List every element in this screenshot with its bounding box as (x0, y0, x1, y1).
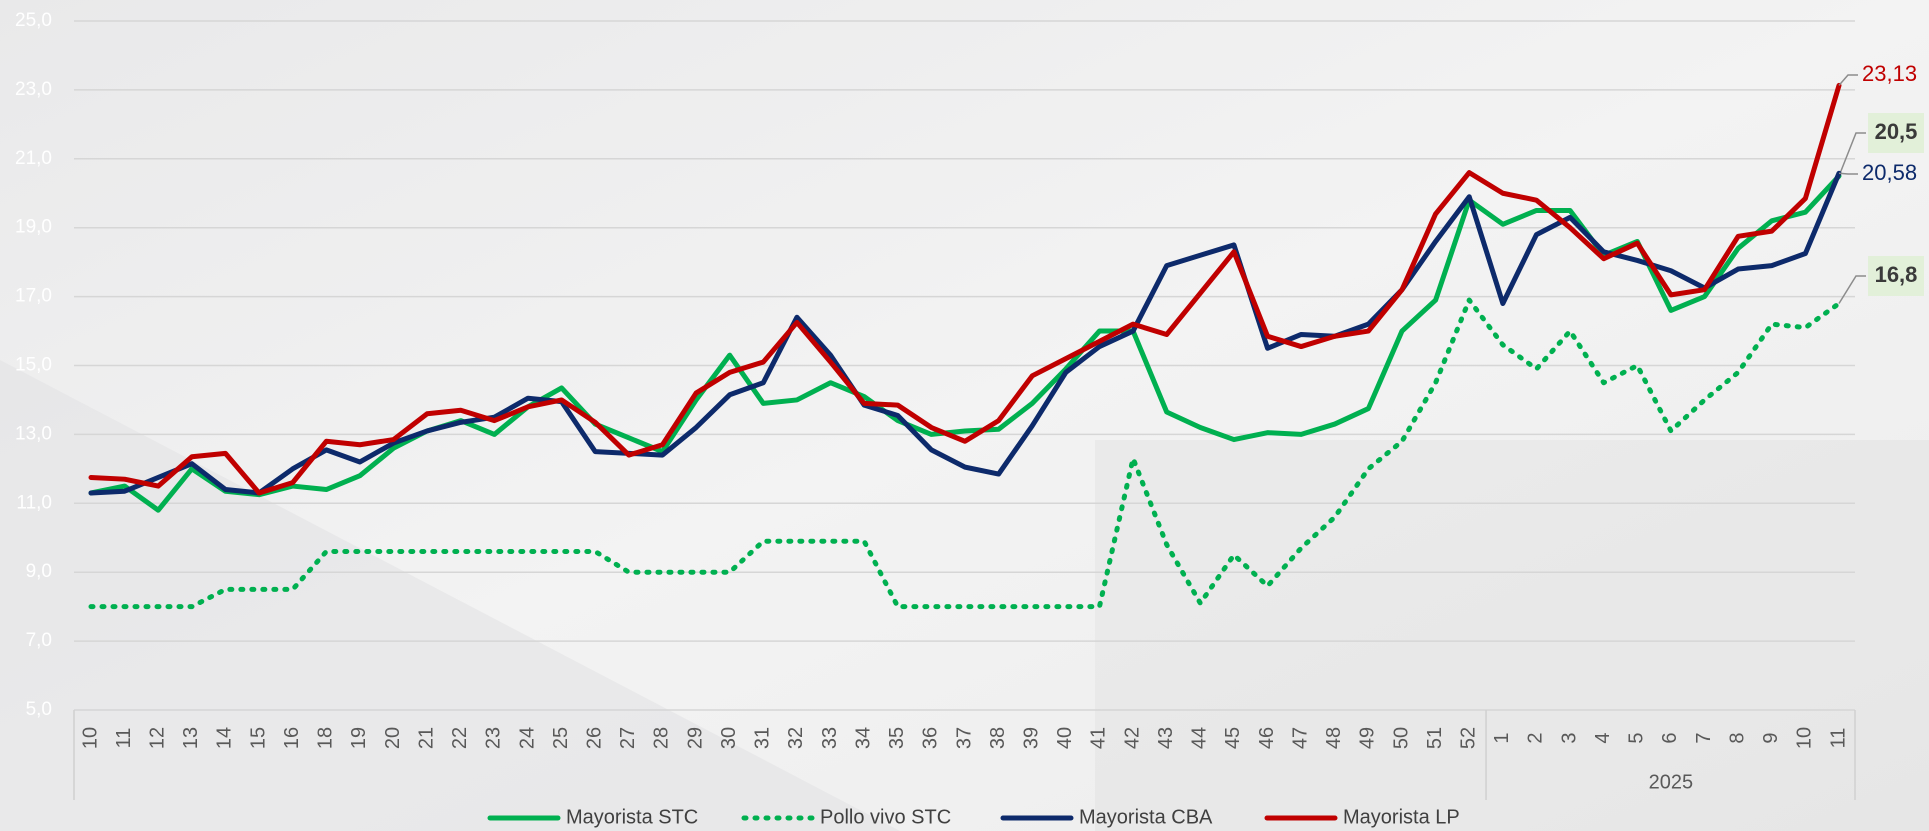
x-tick-label: 48 (1323, 727, 1345, 749)
x-tick-label: 8 (1726, 732, 1748, 743)
y-tick-label: 25,0 (15, 10, 52, 31)
x-tick-label: 24 (516, 727, 538, 749)
x-tick-label: 3 (1558, 732, 1580, 743)
x-tick-label: 6 (1659, 732, 1681, 743)
y-tick-label: 21,0 (15, 148, 52, 169)
x-tick-label: 38 (987, 727, 1009, 749)
x-tick-label: 23 (483, 727, 505, 749)
y-tick-label: 9,0 (26, 561, 52, 582)
x-tick-label: 44 (1189, 727, 1211, 749)
y-tick-label: 23,0 (15, 79, 52, 100)
x-tick-label: 47 (1289, 727, 1311, 749)
x-tick-label: 10 (79, 727, 101, 749)
x-tick-label: 28 (651, 727, 673, 749)
x-tick-label: 43 (1155, 727, 1177, 749)
x-tick-label: 52 (1458, 727, 1480, 749)
x-tick-label: 34 (852, 727, 874, 749)
legend-label: Mayorista CBA (1079, 806, 1213, 828)
x-tick-label: 14 (214, 727, 236, 749)
y-tick-label: 15,0 (15, 355, 52, 376)
label-leader (1839, 173, 1858, 174)
chart: 5,0 7,0 9,0 11,0 13,0 15,0 17,0 19,0 21,0 23,0 25,… (0, 0, 1929, 831)
x-tick-label: 33 (819, 727, 841, 749)
data-label: 20,58 (1862, 160, 1917, 185)
group-label: 2025 (1649, 771, 1694, 793)
x-tick-label: 39 (1021, 727, 1043, 749)
x-tick-label: 29 (684, 727, 706, 749)
x-tick-label: 36 (920, 727, 942, 749)
x-tick-label: 51 (1424, 727, 1446, 749)
x-tick-label: 37 (953, 727, 975, 749)
data-label: 20,5 (1875, 119, 1918, 144)
x-tick-label: 21 (415, 727, 437, 749)
x-tick-label: 16 (281, 727, 303, 749)
x-tick-label: 32 (785, 727, 807, 749)
x-tick-label: 11 (113, 728, 135, 749)
x-tick-label: 12 (147, 727, 169, 749)
y-tick-label: 5,0 (26, 699, 52, 720)
x-tick-label: 7 (1693, 732, 1715, 743)
x-tick-label: 26 (584, 727, 606, 749)
x-tick-label: 11 (1827, 728, 1849, 749)
legend-label: Mayorista LP (1343, 806, 1460, 828)
x-tick-label: 19 (348, 727, 370, 749)
x-tick-label: 35 (886, 727, 908, 749)
y-tick-label: 17,0 (15, 286, 52, 307)
x-tick-label: 4 (1592, 732, 1614, 743)
y-tick-label: 7,0 (26, 630, 52, 651)
x-tick-label: 2 (1525, 732, 1547, 743)
legend-label: Pollo vivo STC (820, 806, 951, 828)
x-tick-label: 49 (1357, 727, 1379, 749)
x-tick-label: 5 (1626, 732, 1648, 743)
y-tick-label: 19,0 (15, 217, 52, 238)
x-tick-label: 9 (1760, 732, 1782, 743)
x-tick-label: 45 (1222, 727, 1244, 749)
x-tick-label: 50 (1390, 727, 1412, 749)
x-tick-label: 41 (1088, 727, 1110, 749)
y-tick-label: 11,0 (16, 492, 52, 513)
x-tick-label: 13 (180, 727, 202, 749)
x-tick-label: 27 (617, 727, 639, 749)
x-tick-label: 40 (1054, 727, 1076, 749)
x-tick-label: 20 (382, 727, 404, 749)
background-pattern (1095, 440, 1929, 831)
legend-label: Mayorista STC (566, 806, 698, 828)
data-label: 16,8 (1875, 262, 1918, 287)
x-tick-label: 42 (1121, 727, 1143, 749)
x-tick-label: 31 (752, 727, 774, 749)
data-label: 23,13 (1862, 61, 1917, 86)
y-tick-label: 13,0 (15, 423, 52, 444)
x-tick-label: 10 (1794, 727, 1816, 749)
x-tick-label: 25 (550, 727, 572, 749)
x-tick-label: 1 (1491, 732, 1513, 743)
x-tick-label: 18 (315, 727, 337, 749)
x-tick-label: 46 (1256, 727, 1278, 749)
x-tick-label: 22 (449, 727, 471, 749)
x-tick-label: 15 (247, 727, 269, 749)
x-tick-label: 30 (718, 727, 740, 749)
